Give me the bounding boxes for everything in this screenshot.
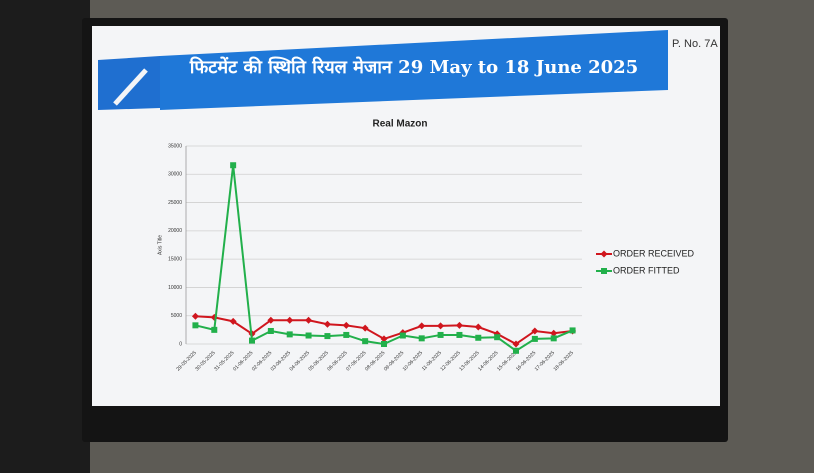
marker xyxy=(437,322,445,330)
marker xyxy=(531,327,539,335)
marker xyxy=(342,321,350,329)
header-bar xyxy=(160,30,668,110)
y-tick-label: 10000 xyxy=(168,285,182,291)
logo-block xyxy=(98,56,160,110)
legend-marker xyxy=(600,250,608,258)
header-title: फिटमेंट की स्थिति रियल मेजान 29 May to 1… xyxy=(189,56,638,78)
marker xyxy=(455,321,463,329)
marker xyxy=(267,327,274,334)
y-axis-title: Axis Title xyxy=(157,235,163,255)
marker xyxy=(191,312,199,320)
marker xyxy=(192,322,199,329)
marker xyxy=(381,341,387,347)
logo-stripe xyxy=(113,68,148,106)
marker xyxy=(550,335,557,342)
marker xyxy=(513,347,519,354)
marker xyxy=(474,323,482,331)
marker xyxy=(249,337,255,344)
marker xyxy=(211,326,218,333)
legend-label: ORDER RECEIVED xyxy=(613,248,695,258)
marker xyxy=(305,316,313,324)
marker xyxy=(418,335,425,342)
marker xyxy=(475,334,482,341)
y-tick-label: 5000 xyxy=(171,313,182,319)
y-tick-label: 0 xyxy=(179,341,182,347)
marker xyxy=(380,335,388,343)
y-tick-label: 35000 xyxy=(168,143,182,149)
marker xyxy=(437,331,444,338)
y-tick-label: 20000 xyxy=(168,228,182,234)
page-number: P. No. 7A xyxy=(672,38,718,50)
marker xyxy=(324,333,331,340)
marker xyxy=(399,332,406,339)
marker xyxy=(305,332,312,339)
marker xyxy=(267,316,275,324)
marker xyxy=(361,324,369,332)
marker xyxy=(343,331,350,338)
y-tick-label: 15000 xyxy=(168,256,182,262)
marker xyxy=(362,338,369,345)
marker xyxy=(531,335,538,342)
legend-marker xyxy=(601,268,607,274)
dark-edge xyxy=(0,0,90,473)
marker xyxy=(418,322,426,330)
marker xyxy=(569,327,576,334)
marker xyxy=(550,329,558,337)
y-tick-label: 25000 xyxy=(168,200,182,206)
marker xyxy=(512,340,520,348)
legend-label: ORDER FITTED xyxy=(613,265,680,275)
y-tick-label: 30000 xyxy=(168,172,182,178)
marker xyxy=(323,320,331,328)
marker xyxy=(456,331,463,338)
marker xyxy=(494,334,501,341)
marker xyxy=(286,331,293,338)
marker xyxy=(229,317,237,325)
marker xyxy=(230,162,237,169)
marker xyxy=(286,316,294,324)
chart-title: Real Mazon xyxy=(372,119,427,130)
